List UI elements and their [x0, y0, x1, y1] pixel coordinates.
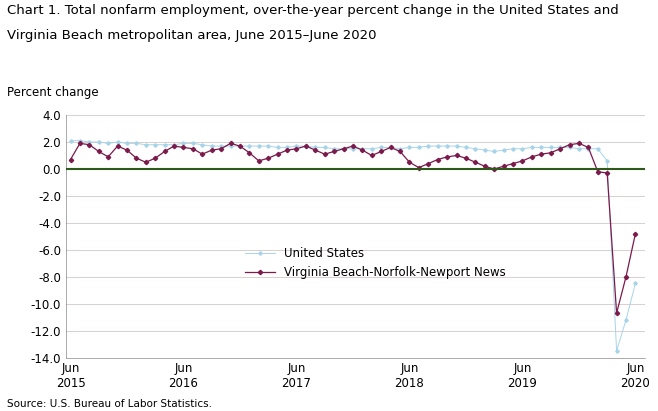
United States	[265, 143, 272, 148]
United States	[632, 281, 640, 286]
Line: United States: United States	[69, 139, 637, 352]
Virginia Beach-Norfolk-Newport News	[76, 141, 84, 146]
Virginia Beach-Norfolk-Newport News	[566, 142, 574, 147]
United States	[368, 146, 376, 151]
Text: Source: U.S. Bureau of Labor Statistics.: Source: U.S. Bureau of Labor Statistics.	[7, 399, 212, 409]
Virginia Beach-Norfolk-Newport News	[274, 152, 282, 157]
Virginia Beach-Norfolk-Newport News	[613, 311, 620, 316]
Virginia Beach-Norfolk-Newport News	[377, 149, 385, 154]
United States	[66, 138, 74, 143]
Text: Chart 1. Total nonfarm employment, over-the-year percent change in the United St: Chart 1. Total nonfarm employment, over-…	[7, 4, 619, 17]
United States	[556, 145, 564, 150]
United States	[180, 141, 188, 146]
Virginia Beach-Norfolk-Newport News	[189, 146, 197, 151]
Line: Virginia Beach-Norfolk-Newport News: Virginia Beach-Norfolk-Newport News	[69, 142, 637, 315]
Text: Virginia Beach metropolitan area, June 2015–June 2020: Virginia Beach metropolitan area, June 2…	[7, 29, 376, 42]
United States	[405, 145, 413, 150]
United States	[198, 142, 206, 147]
Virginia Beach-Norfolk-Newport News	[66, 157, 74, 162]
Virginia Beach-Norfolk-Newport News	[632, 231, 640, 236]
United States	[613, 349, 620, 353]
Legend: United States, Virginia Beach-Norfolk-Newport News: United States, Virginia Beach-Norfolk-Ne…	[245, 247, 506, 279]
Virginia Beach-Norfolk-Newport News	[208, 148, 216, 152]
Virginia Beach-Norfolk-Newport News	[415, 165, 423, 170]
Text: Percent change: Percent change	[7, 85, 98, 99]
